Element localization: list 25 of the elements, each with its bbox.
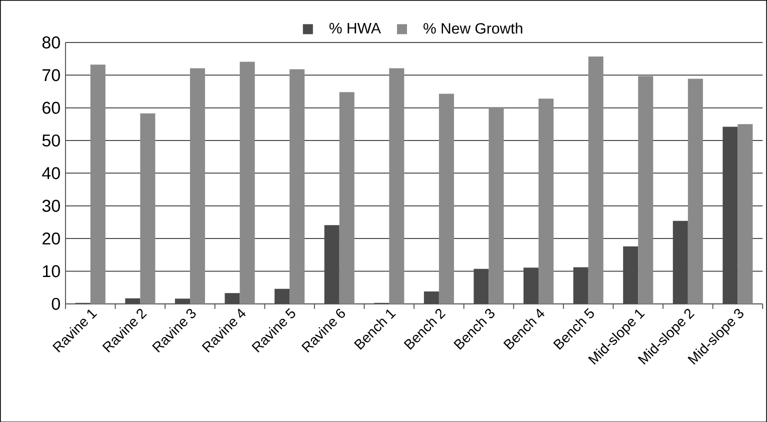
y-tick-label: 40 [42, 166, 60, 179]
y-tick-label: 20 [42, 232, 60, 244]
y-tick-label: 10 [43, 264, 60, 278]
bar [339, 92, 354, 304]
y-tick-label: 70 [42, 68, 60, 81]
bar [638, 76, 654, 304]
legend-label: % New Growth [424, 22, 522, 34]
bar [588, 56, 604, 304]
y-tick-label: 50 [42, 134, 60, 146]
bar [240, 62, 255, 304]
bar [90, 64, 106, 304]
bar [688, 78, 703, 304]
bar [738, 124, 753, 304]
bar [140, 113, 156, 304]
bar [290, 69, 305, 304]
y-tick-label: 30 [42, 200, 60, 212]
bar [438, 94, 454, 304]
bar [190, 68, 206, 304]
y-tick-label: 80 [42, 36, 60, 48]
bar [538, 98, 554, 304]
bar [488, 106, 504, 304]
bar [389, 68, 404, 304]
y-tick-label: 0 [52, 298, 60, 310]
legend-label: % HWA [329, 22, 381, 34]
y-tick-label: 60 [42, 102, 60, 114]
